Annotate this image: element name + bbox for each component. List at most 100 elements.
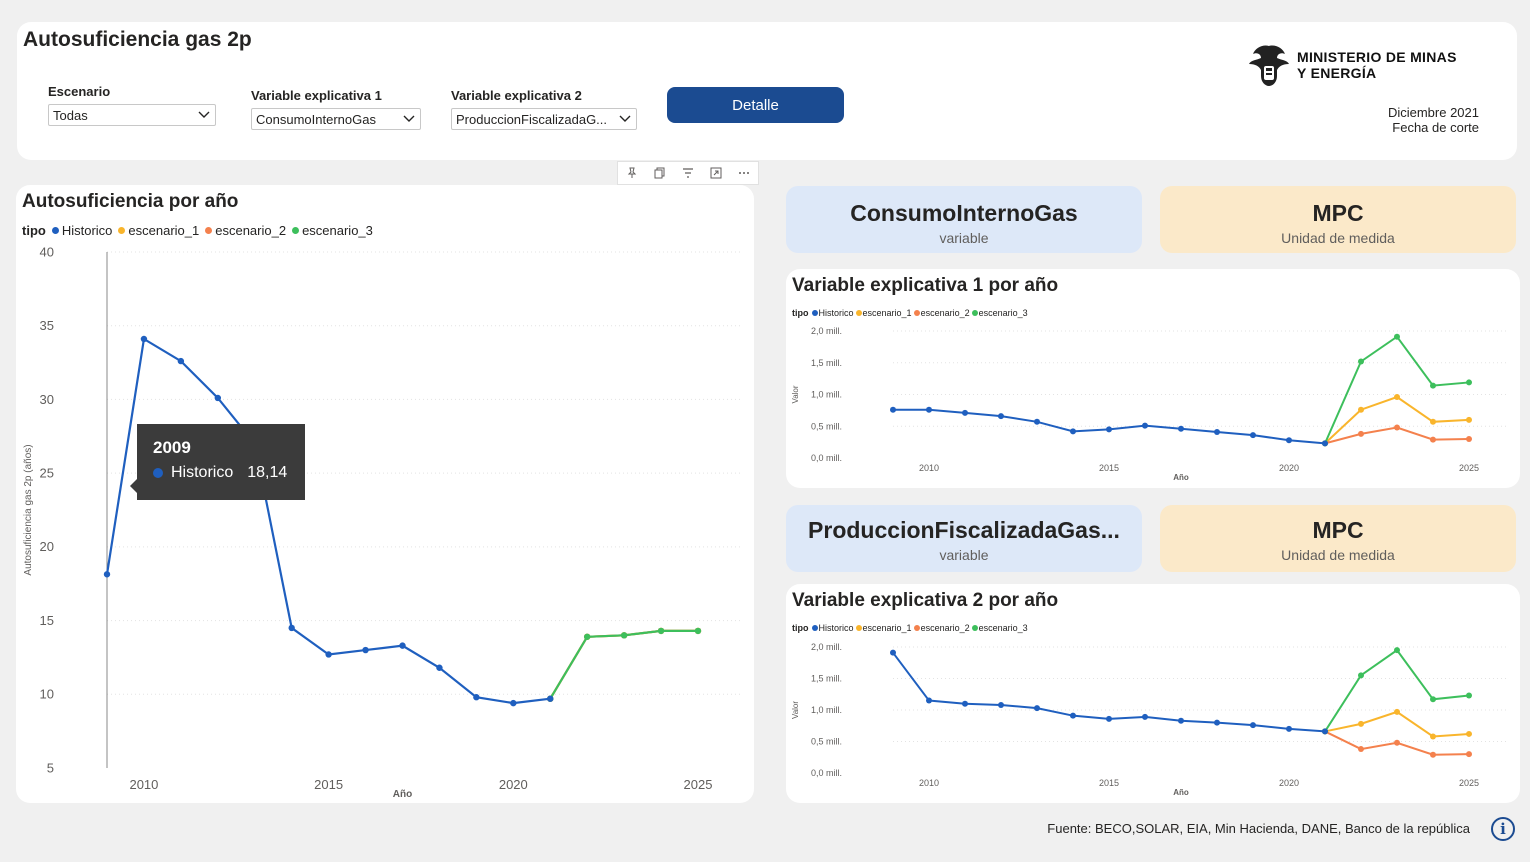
legend-item-escenario-3[interactable]: escenario_3 [292, 223, 373, 238]
data-point-escenario-3 [1430, 696, 1436, 703]
legend-dot [292, 227, 300, 234]
info-icon[interactable]: i [1491, 817, 1515, 841]
x-tick-label: 2020 [1279, 778, 1299, 788]
y-tick-label: 1,0 mill. [811, 705, 842, 715]
x-tick-label: 2015 [314, 777, 343, 792]
chart-tooltip: 2009 Historico 18,14 [130, 424, 305, 500]
copy-icon[interactable] [646, 162, 674, 184]
data-point-historico [473, 694, 480, 701]
slicer-dropdown-variable-2[interactable]: ProduccionFiscalizadaG... [451, 108, 637, 130]
slicer-label: Variable explicativa 1 [251, 88, 382, 103]
legend-item-escenario-3[interactable]: escenario_3 [971, 308, 1028, 318]
legend-item-escenario-2[interactable]: escenario_2 [205, 223, 286, 238]
legend-title: tipo [22, 223, 46, 238]
legend-item-historico[interactable]: Historico [811, 623, 854, 633]
y-tick-label: 0,0 mill. [811, 453, 842, 463]
tooltip-series-dot [153, 468, 163, 478]
data-point-escenario-3 [1394, 647, 1400, 654]
data-point-escenario-1 [1394, 394, 1400, 401]
data-point-escenario-3 [620, 632, 628, 639]
legend-dot [855, 310, 862, 316]
kpi-variable-2: ProduccionFiscalizadaGas... variable [786, 505, 1142, 572]
more-options-icon[interactable] [730, 162, 758, 184]
y-tick-label: 40 [40, 244, 54, 259]
data-point-historico [926, 697, 932, 704]
legend-label: Historico [818, 308, 854, 318]
data-point-historico [962, 409, 968, 416]
tooltip-row: Historico 18,14 [153, 464, 289, 482]
variable-1-chart-card[interactable]: Variable explicativa 1 por año tipo Hist… [786, 269, 1520, 488]
data-point-historico [962, 700, 968, 707]
slicer-variable-1: Variable explicativa 1 ConsumoInternoGas [251, 88, 421, 130]
legend-label: escenario_3 [302, 223, 373, 238]
x-tick-label: 2025 [1459, 463, 1479, 473]
y-tick-label: 0,0 mill. [811, 768, 842, 778]
data-point-historico [1286, 725, 1292, 732]
slicer-dropdown-escenario[interactable]: Todas [48, 104, 216, 126]
legend-item-escenario-1[interactable]: escenario_1 [855, 308, 912, 318]
kpi-unit-2: MPC Unidad de medida [1160, 505, 1516, 572]
legend-dot [205, 227, 213, 234]
x-axis-title: Año [1173, 473, 1189, 482]
header-card: Autosuficiencia gas 2p Escenario Todas V… [17, 22, 1517, 160]
filter-icon[interactable] [674, 162, 702, 184]
data-point-escenario-3 [657, 627, 665, 635]
data-point-historico [1034, 418, 1040, 425]
slicer-value: Todas [53, 107, 88, 123]
legend-item-historico[interactable]: Historico [811, 308, 854, 318]
main-chart-card[interactable]: Autosuficiencia por año tipo Historico e… [16, 185, 754, 803]
legend-dot [913, 310, 920, 316]
x-tick-label: 2010 [129, 777, 158, 792]
variable-2-chart-card[interactable]: Variable explicativa 2 por año tipo Hist… [786, 584, 1520, 803]
legend-item-escenario-1[interactable]: escenario_1 [118, 223, 199, 238]
y-tick-label: 10 [40, 687, 54, 702]
y-tick-label: 20 [40, 539, 54, 554]
tooltip-series-name: Historico [171, 464, 234, 481]
legend-item-escenario-1[interactable]: escenario_1 [855, 623, 912, 633]
legend-item-escenario-2[interactable]: escenario_2 [913, 623, 970, 633]
variable-2-line-chart[interactable]: 0,0 mill. 0,5 mill. 1,0 mill. 1,5 mill. 2,0 … [786, 584, 1520, 803]
kpi-value: ProduccionFiscalizadaGas... [808, 517, 1120, 543]
legend-dot [971, 310, 978, 316]
series-line-escenario-1 [1324, 395, 1470, 445]
ministry-line-2: Y ENERGÍA [1297, 65, 1377, 81]
pin-icon[interactable] [618, 162, 646, 184]
data-point-historico [1322, 728, 1328, 735]
legend-label: escenario_2 [920, 623, 970, 633]
y-tick-label: 35 [40, 318, 54, 333]
data-point-historico [1250, 432, 1256, 439]
slicer-dropdown-variable-1[interactable]: ConsumoInternoGas [251, 108, 421, 130]
variable-1-line-chart[interactable]: 0,0 mill. 0,5 mill. 1,0 mill. 1,5 mill. 2,0 … [786, 269, 1520, 488]
legend-label: escenario_1 [862, 308, 912, 318]
legend-item-escenario-2[interactable]: escenario_2 [913, 308, 970, 318]
y-axis-title: Valor [791, 385, 800, 403]
legend-dot [811, 310, 818, 316]
y-tick-label: 2,0 mill. [811, 642, 842, 652]
chevron-down-icon [618, 112, 632, 126]
detail-button[interactable]: Detalle [667, 87, 844, 123]
data-point-escenario-1 [1466, 416, 1472, 423]
data-point-historico [140, 335, 148, 343]
data-point-escenario-3 [694, 627, 702, 635]
ministry-name: MINISTERIO DE MINAS Y ENERGÍA [1297, 49, 1457, 81]
y-tick-label: 15 [40, 613, 54, 628]
data-point-historico [1070, 712, 1076, 719]
data-point-historico [1214, 428, 1220, 435]
x-tick-label: 2020 [499, 777, 528, 792]
legend-label: escenario_3 [978, 308, 1028, 318]
chart-legend: tipo Historico escenario_1 escenario_2 e… [22, 223, 379, 238]
focus-mode-icon[interactable] [702, 162, 730, 184]
data-point-historico [1034, 705, 1040, 712]
x-tick-label: 2015 [1099, 463, 1119, 473]
tooltip-value: 18,14 [247, 464, 288, 481]
x-tick-label: 2015 [1099, 778, 1119, 788]
y-tick-label: 0,5 mill. [811, 737, 842, 747]
ministry-logo: MINISTERIO DE MINAS Y ENERGÍA [1247, 42, 1457, 88]
chart-title: Autosuficiencia por año [22, 191, 239, 212]
legend-item-historico[interactable]: Historico [51, 223, 112, 238]
data-point-escenario-2 [1394, 739, 1400, 746]
legend-item-escenario-3[interactable]: escenario_3 [971, 623, 1028, 633]
legend-dot [855, 625, 862, 631]
data-point-historico [103, 571, 111, 578]
